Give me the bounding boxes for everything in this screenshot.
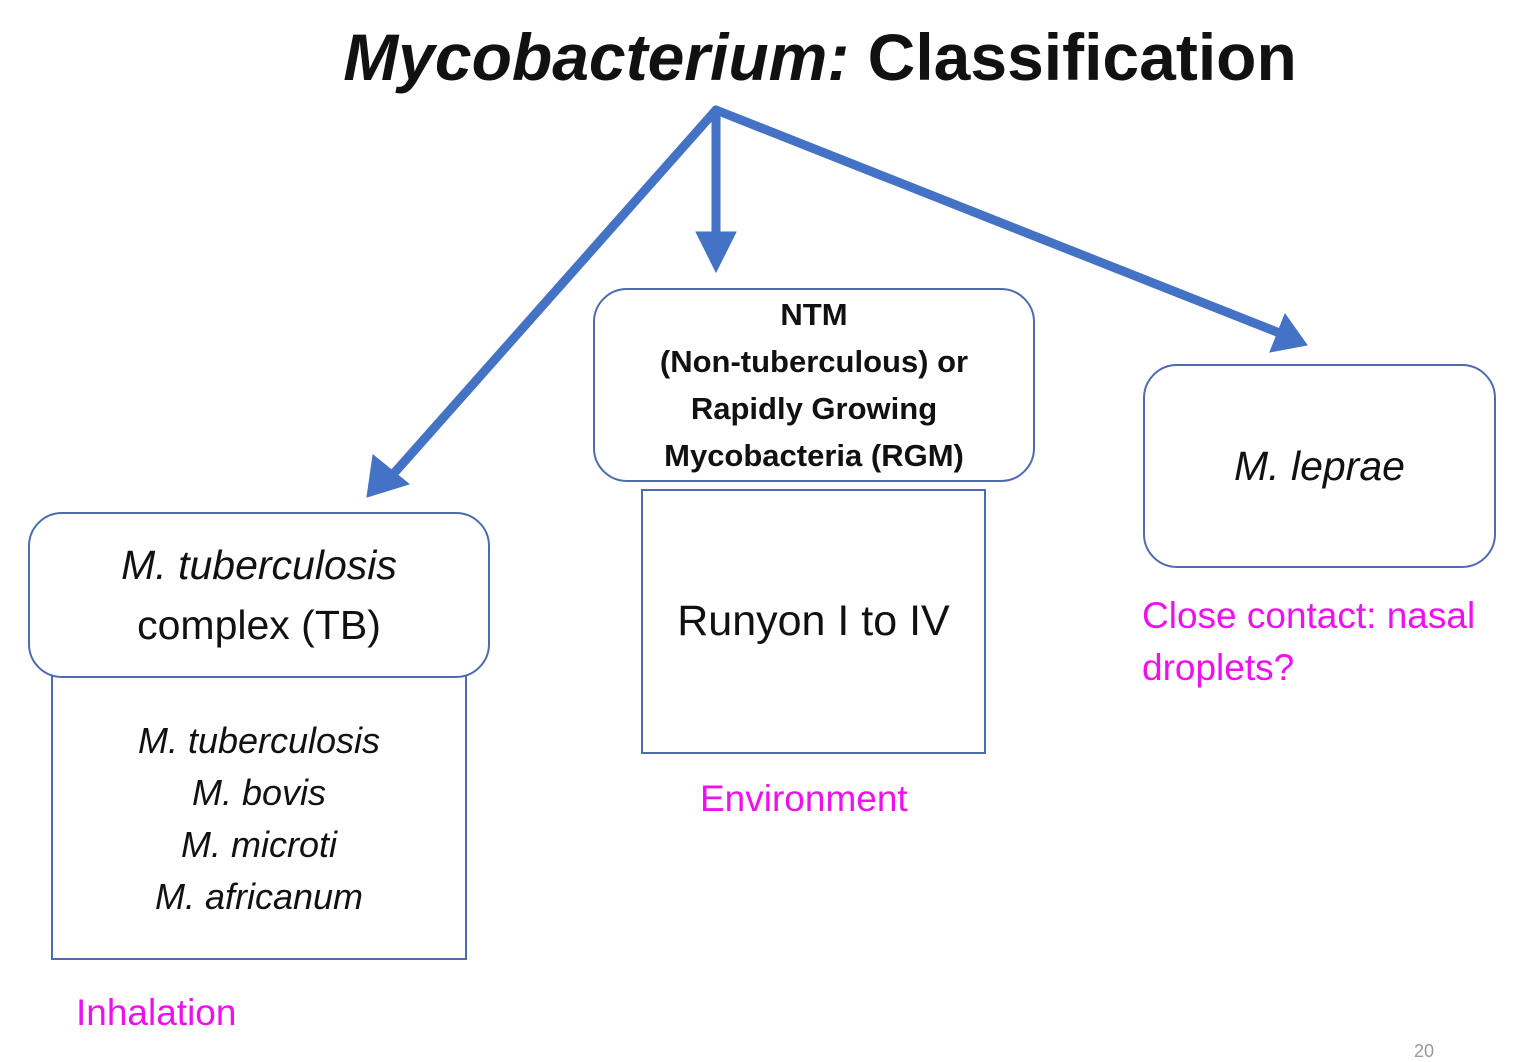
tb-species-1: M. tuberculosis: [137, 720, 381, 761]
ntm-transmission-note: Environment: [700, 778, 908, 819]
arrow-middle-head: [695, 231, 737, 274]
tb-header-line1: M. tuberculosis: [121, 542, 397, 588]
ntm-body-box: Runyon I to IV: [641, 489, 986, 754]
leprae-note-line1: Close contact: nasal: [1142, 595, 1476, 636]
tb-transmission-note: Inhalation: [76, 992, 237, 1033]
title-italic: Mycobacterium:: [343, 20, 850, 94]
ntm-header-line1: NTM: [780, 297, 848, 332]
ntm-header-line4: Mycobacteria (RGM): [664, 438, 964, 473]
arrow-left-head: [366, 454, 411, 498]
tb-species-4: M. africanum: [154, 876, 364, 917]
tb-header-box: M. tuberculosis complex (TB): [28, 512, 490, 678]
arrow-right-head: [1269, 312, 1308, 353]
leprae-header: M. leprae: [1234, 442, 1405, 489]
tb-header-line2: complex (TB): [137, 602, 381, 648]
ntm-header-line3: Rapidly Growing: [690, 391, 938, 426]
ntm-header-box: NTM (Non-tuberculous) or Rapidly Growing…: [593, 288, 1035, 482]
ntm-header-line2: (Non-tuberculous) or: [659, 344, 969, 379]
title-bold: Classification: [867, 20, 1297, 94]
leprae-transmission-note: Close contact: nasal droplets?: [1142, 590, 1475, 694]
tb-species-2: M. bovis: [191, 772, 327, 813]
tb-species-3: M. microti: [181, 824, 337, 865]
ntm-body-text: Runyon I to IV: [677, 597, 950, 645]
page-number: 20: [1413, 1041, 1434, 1061]
slide-title: Mycobacterium: Classification: [300, 12, 1340, 102]
tb-species-box: M. tuberculosis M. bovis M. microti M. a…: [51, 660, 467, 960]
leprae-box: M. leprae: [1143, 364, 1496, 568]
leprae-note-line2: droplets?: [1142, 647, 1295, 688]
